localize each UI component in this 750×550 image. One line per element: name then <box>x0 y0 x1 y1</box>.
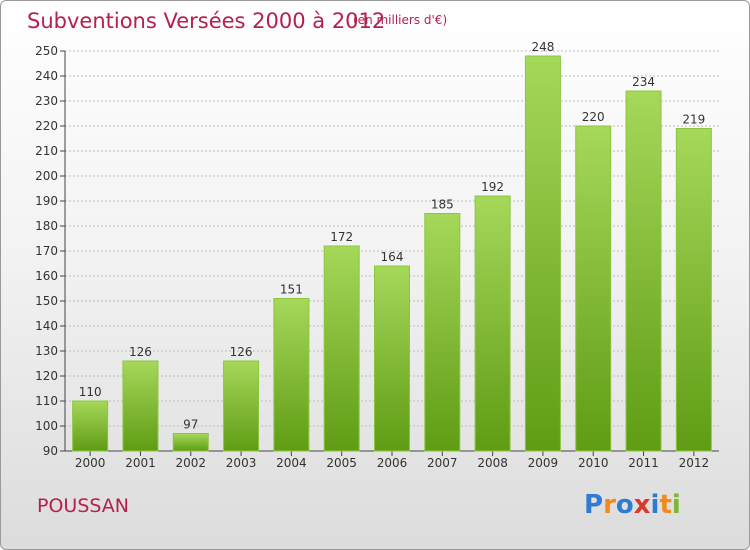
bar-2010 <box>575 125 612 452</box>
data-label: 164 <box>381 250 404 264</box>
bar-2011 <box>625 90 662 452</box>
y-tick-label: 100 <box>35 419 58 433</box>
bar-2003 <box>223 360 260 452</box>
y-tick-label: 190 <box>35 194 58 208</box>
x-tick-label: 2007 <box>427 456 458 470</box>
bar-2008 <box>474 195 511 452</box>
y-tick-label: 120 <box>35 369 58 383</box>
data-label: 234 <box>632 75 655 89</box>
x-tick-label: 2003 <box>226 456 257 470</box>
x-tick-label: 2011 <box>628 456 659 470</box>
y-tick-label: 230 <box>35 94 58 108</box>
x-tick-label: 2010 <box>578 456 609 470</box>
data-label: 151 <box>280 283 303 297</box>
bar-2004 <box>273 298 310 452</box>
x-tick-label: 2000 <box>75 456 106 470</box>
y-tick-label: 130 <box>35 344 58 358</box>
x-tick-label: 2006 <box>377 456 408 470</box>
x-tick-label: 2008 <box>477 456 508 470</box>
y-tick-label: 250 <box>35 44 58 58</box>
x-tick-label: 2002 <box>175 456 206 470</box>
y-tick-label: 240 <box>35 69 58 83</box>
y-tick-label: 210 <box>35 144 58 158</box>
y-tick-label: 170 <box>35 244 58 258</box>
data-label: 220 <box>582 110 605 124</box>
bar-2001 <box>122 360 159 452</box>
data-label: 248 <box>531 40 554 54</box>
x-tick-label: 2012 <box>679 456 710 470</box>
town-name: POUSSAN <box>37 495 130 517</box>
y-tick-label: 200 <box>35 169 58 183</box>
y-tick-label: 140 <box>35 319 58 333</box>
bar-2007 <box>424 213 461 452</box>
bar-2005 <box>323 245 360 452</box>
x-tick-label: 2001 <box>125 456 156 470</box>
data-label: 185 <box>431 198 454 212</box>
bar-2006 <box>374 265 410 452</box>
data-label: 192 <box>481 180 504 194</box>
y-tick-label: 90 <box>43 444 58 458</box>
x-tick-label: 2004 <box>276 456 307 470</box>
y-tick-label: 180 <box>35 219 58 233</box>
y-tick-label: 110 <box>35 394 58 408</box>
bar-2012 <box>675 128 712 452</box>
y-tick-label: 160 <box>35 269 58 283</box>
proxiti-logo: Proxiti <box>584 490 681 520</box>
data-label: 126 <box>230 345 253 359</box>
unit-note: (en milliers d'€) <box>353 13 448 27</box>
data-label: 110 <box>79 385 102 399</box>
data-label: 126 <box>129 345 152 359</box>
x-tick-label: 2005 <box>326 456 357 470</box>
y-tick-label: 150 <box>35 294 58 308</box>
bar-2002 <box>172 433 209 452</box>
y-tick-label: 220 <box>35 119 58 133</box>
data-label: 97 <box>183 418 198 432</box>
bar-2009 <box>524 55 561 452</box>
data-label: 219 <box>682 113 705 127</box>
chart-title: Subventions Versées 2000 à 2012 <box>27 9 386 33</box>
x-tick-label: 2009 <box>528 456 559 470</box>
bar-2000 <box>72 400 109 452</box>
data-label: 172 <box>330 230 353 244</box>
